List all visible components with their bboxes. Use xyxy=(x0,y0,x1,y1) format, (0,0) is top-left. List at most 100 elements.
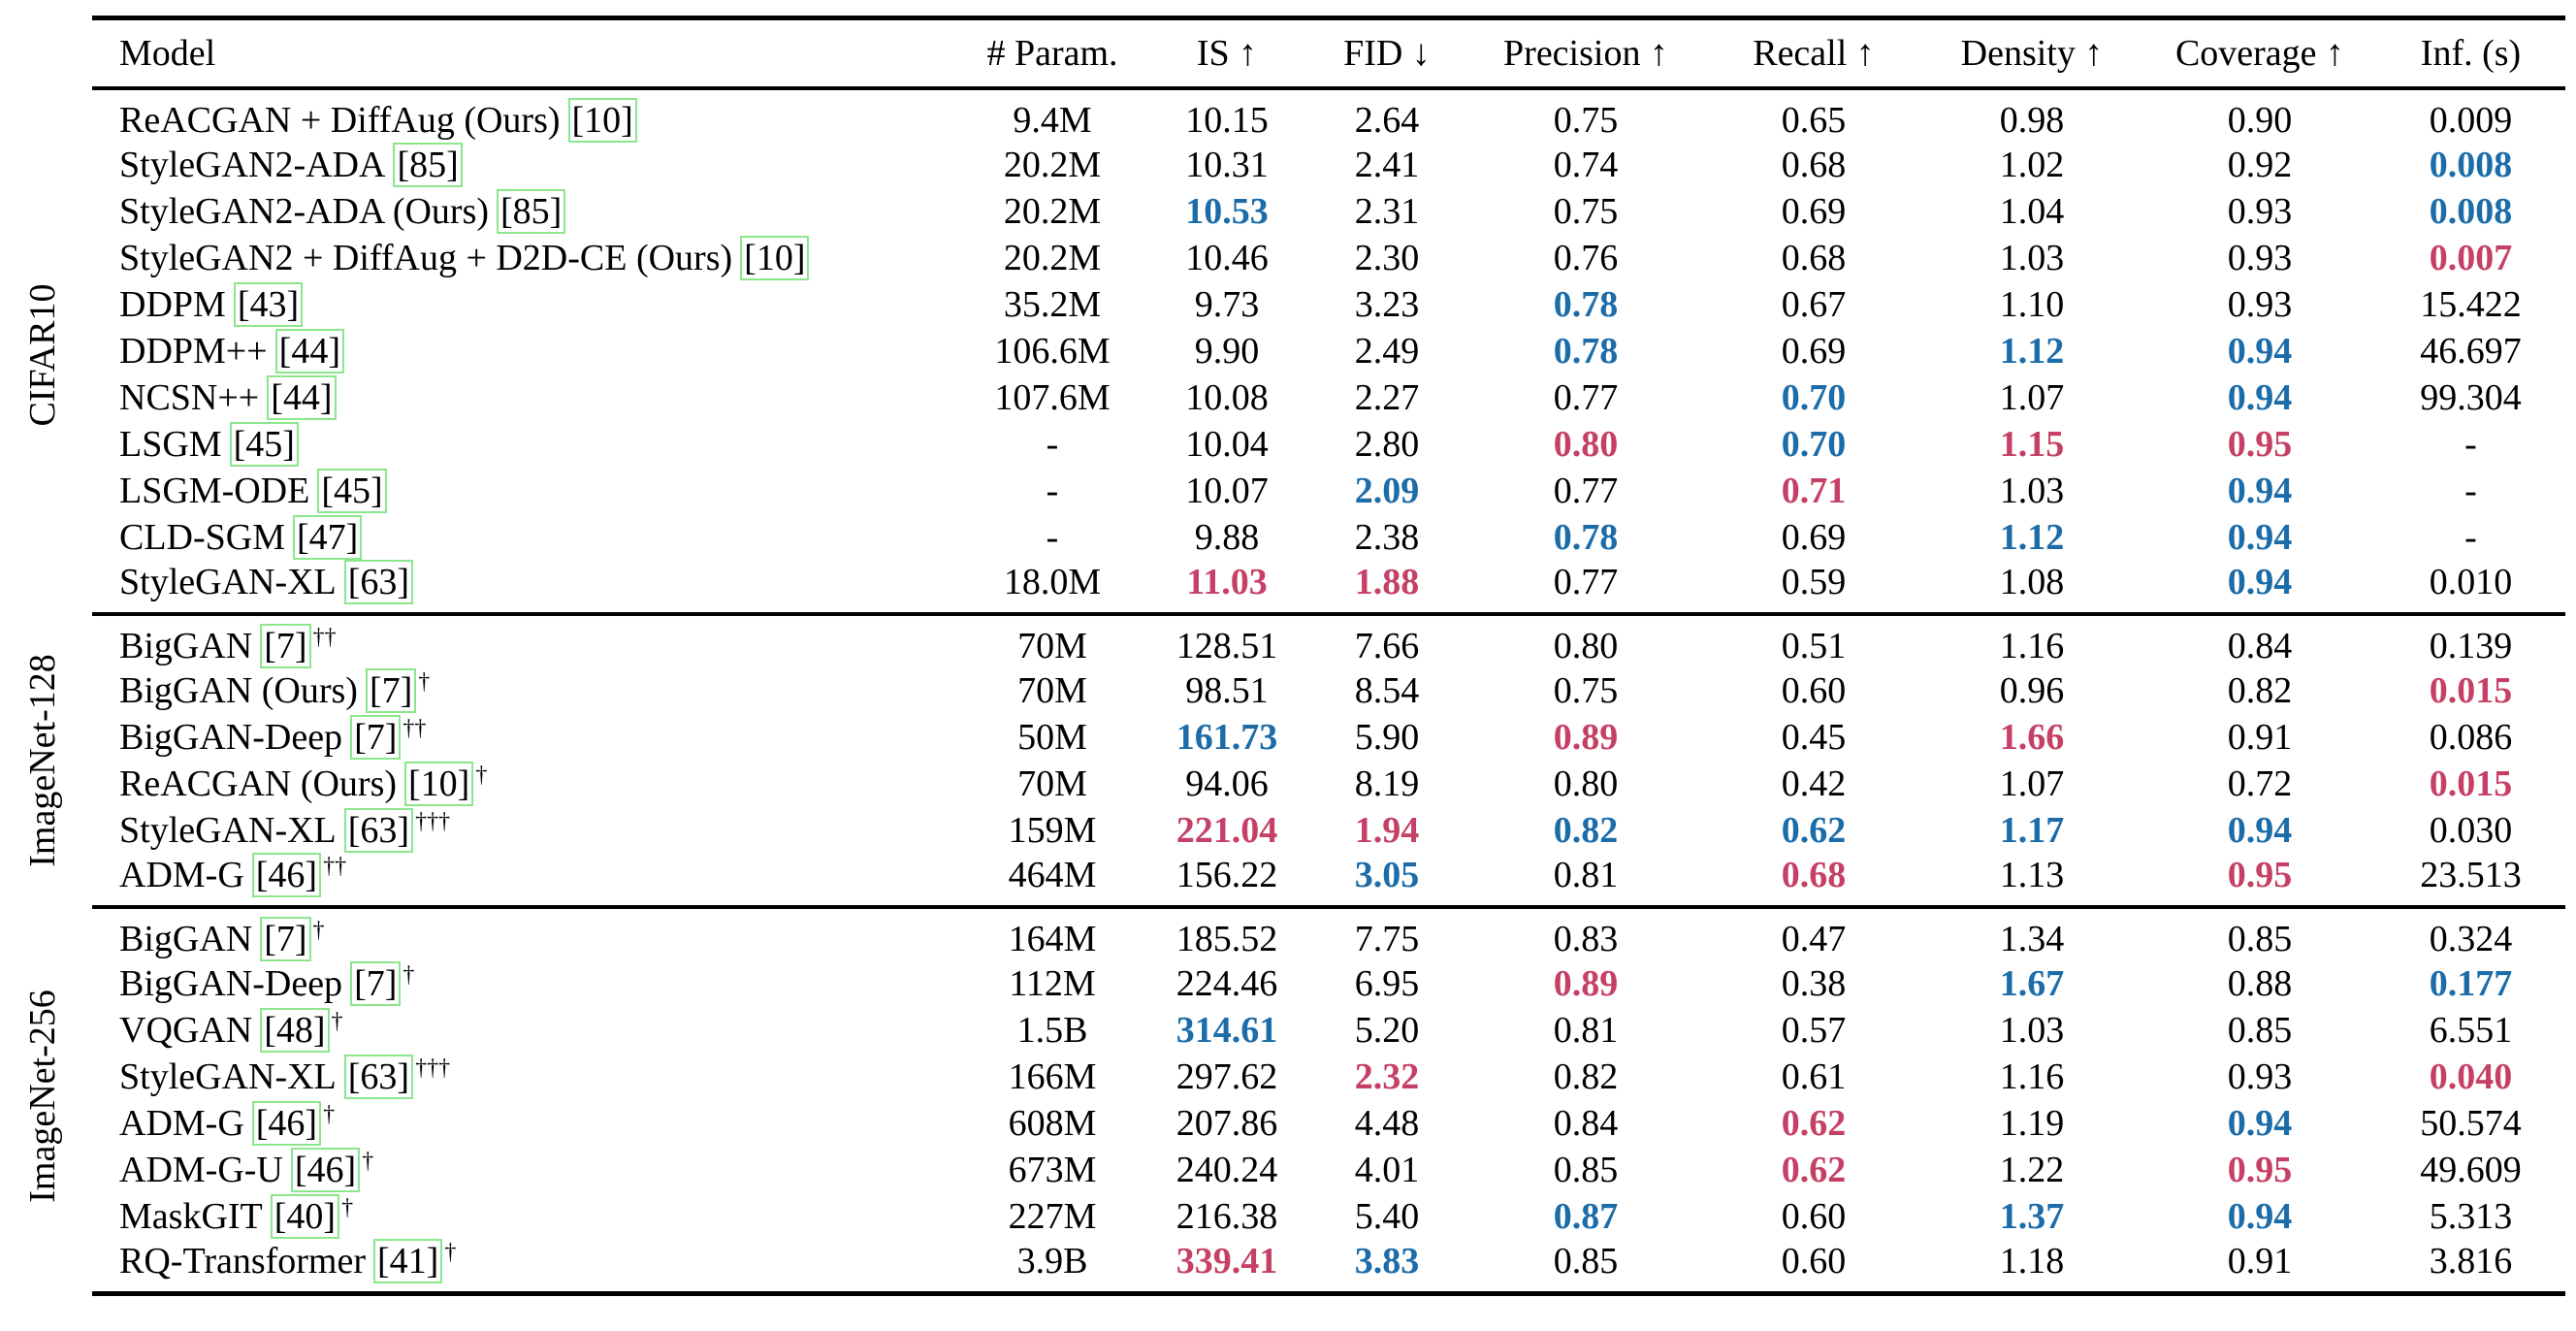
citation-link[interactable]: [10] xyxy=(567,97,637,143)
value-cell: 49.609 xyxy=(2420,1149,2522,1190)
citation-link[interactable]: [44] xyxy=(274,328,344,373)
value-cell: 0.75 xyxy=(1553,99,1619,141)
value-cell: 0.70 xyxy=(1781,376,1847,418)
section-label-imagenet-256: ImageNet-256 xyxy=(22,990,63,1203)
value-cell: 1.12 xyxy=(1999,516,2065,558)
value-cell: 1.18 xyxy=(1999,1240,2065,1282)
citation-link[interactable]: [48] xyxy=(260,1007,330,1053)
citation-link[interactable]: [7] xyxy=(260,623,311,668)
value-cell: 0.84 xyxy=(1553,1102,1619,1144)
value-cell: 224.46 xyxy=(1175,962,1278,1004)
citation-link[interactable]: [45] xyxy=(317,468,387,513)
dagger-sup: † xyxy=(475,762,488,788)
model-name: NCSN++ xyxy=(119,376,260,418)
value-cell: 0.96 xyxy=(1999,669,2065,711)
citation-link[interactable]: [85] xyxy=(497,188,566,234)
value-cell: 1.12 xyxy=(1999,330,2065,372)
value-cell: 7.66 xyxy=(1354,625,1420,666)
citation-link[interactable]: [7] xyxy=(365,667,417,713)
value-cell: 0.61 xyxy=(1781,1055,1847,1097)
value-cell: 0.89 xyxy=(1553,962,1619,1004)
model-name: DDPM xyxy=(119,283,226,325)
column-header-recall: Recall ↑ xyxy=(1707,17,1920,90)
value-cell: 1.07 xyxy=(1999,376,2065,418)
model-name: BigGAN (Ours) xyxy=(119,669,358,711)
value-cell: 1.66 xyxy=(1999,716,2065,758)
value-cell: 0.94 xyxy=(2227,330,2293,372)
value-cell: 0.91 xyxy=(2227,716,2293,758)
value-cell: 50.574 xyxy=(2420,1102,2522,1144)
citation-link[interactable]: [46] xyxy=(251,852,322,897)
citation-link[interactable]: [63] xyxy=(343,559,414,604)
value-cell: 5.313 xyxy=(2429,1195,2513,1237)
column-header-params: # Param. xyxy=(960,17,1144,90)
value-cell: 0.75 xyxy=(1553,669,1619,711)
citation-link[interactable]: [7] xyxy=(350,960,402,1006)
value-cell: 1.10 xyxy=(1999,283,2065,325)
value-cell: 464M xyxy=(1008,854,1097,895)
citation-link[interactable]: [63] xyxy=(343,1054,414,1099)
value-cell: 0.85 xyxy=(2227,918,2293,959)
value-cell: 0.78 xyxy=(1553,516,1619,558)
table-row: StyleGAN-XL [63] 18.0M 11.03 1.88 0.77 0.59 1.… xyxy=(92,559,2565,614)
value-cell: 0.51 xyxy=(1781,625,1847,666)
value-cell: 0.75 xyxy=(1553,190,1619,232)
citation-link[interactable]: [45] xyxy=(229,421,299,467)
value-cell: 46.697 xyxy=(2420,330,2522,372)
value-cell: 4.48 xyxy=(1354,1102,1420,1144)
citation-link[interactable]: [43] xyxy=(233,281,304,327)
model-name: ReACGAN (Ours) xyxy=(119,763,398,804)
model-cell: ReACGAN (Ours) [10] † xyxy=(92,761,960,807)
section-label-imagenet-128: ImageNet-128 xyxy=(22,654,63,867)
model-cell: BigGAN [7] † xyxy=(92,907,960,961)
value-cell: 0.015 xyxy=(2429,669,2513,711)
value-cell: 3.9B xyxy=(1016,1240,1088,1282)
value-cell: 10.04 xyxy=(1185,423,1269,465)
value-cell: 35.2M xyxy=(1003,283,1102,325)
value-cell: 240.24 xyxy=(1175,1149,1278,1190)
value-cell: 0.086 xyxy=(2429,716,2513,758)
citation-link[interactable]: [47] xyxy=(293,514,363,560)
table-row: StyleGAN-XL [63] ††† 159M 221.04 1.94 0.82 0.6… xyxy=(92,807,2565,854)
citation-link[interactable]: [7] xyxy=(260,916,311,961)
dagger-sup: † xyxy=(331,1008,343,1034)
value-cell: 128.51 xyxy=(1175,625,1278,666)
dagger-sup: †† xyxy=(402,715,427,741)
dagger-sup: † xyxy=(444,1239,457,1265)
value-cell: 7.75 xyxy=(1354,918,1420,959)
citation-link[interactable]: [41] xyxy=(373,1238,443,1283)
table-row: VQGAN [48] † 1.5B 314.61 5.20 0.81 0.57 1.03 0.8… xyxy=(92,1007,2565,1054)
value-cell: 10.46 xyxy=(1185,237,1269,278)
citation-link[interactable]: [10] xyxy=(404,761,474,806)
citation-link[interactable]: [40] xyxy=(270,1193,340,1239)
citation-link[interactable]: [46] xyxy=(251,1100,322,1146)
value-cell: 0.85 xyxy=(1553,1149,1619,1190)
value-cell: 0.70 xyxy=(1781,423,1847,465)
citation-link[interactable]: [7] xyxy=(350,714,402,760)
table-row: BigGAN [7] † 164M 185.52 7.75 0.83 0.47 1.34 0.8… xyxy=(92,907,2565,961)
value-cell: 0.57 xyxy=(1781,1009,1847,1051)
value-cell: 0.91 xyxy=(2227,1240,2293,1282)
citation-link[interactable]: [63] xyxy=(343,807,414,853)
value-cell: 1.07 xyxy=(1999,763,2065,804)
citation-link[interactable]: [85] xyxy=(393,142,463,187)
value-cell: 0.68 xyxy=(1781,237,1847,278)
value-cell: 0.93 xyxy=(2227,1055,2293,1097)
value-cell: 673M xyxy=(1008,1149,1097,1190)
citation-link[interactable]: [10] xyxy=(740,235,810,280)
value-cell: 8.19 xyxy=(1354,763,1420,804)
citation-link[interactable]: [44] xyxy=(267,374,337,420)
model-cell: BigGAN [7] †† xyxy=(92,614,960,668)
value-cell: 339.41 xyxy=(1175,1240,1278,1282)
citation-link[interactable]: [46] xyxy=(290,1147,361,1192)
table-row: BigGAN-Deep [7] †† 50M 161.73 5.90 0.89 0.45 1.… xyxy=(92,714,2565,761)
value-cell: 0.80 xyxy=(1553,423,1619,465)
table-row: StyleGAN2 + DiffAug + D2D-CE (Ours) [10] … xyxy=(92,235,2565,281)
table-row: ReACGAN (Ours) [10] † 70M 94.06 8.19 0.80 0.42… xyxy=(92,761,2565,807)
value-cell: 0.60 xyxy=(1781,1195,1847,1237)
value-cell: 297.62 xyxy=(1175,1055,1278,1097)
value-cell: 0.82 xyxy=(1553,809,1619,851)
value-cell: 0.008 xyxy=(2429,190,2513,232)
value-cell: - xyxy=(2464,516,2477,558)
value-cell: 0.015 xyxy=(2429,763,2513,804)
